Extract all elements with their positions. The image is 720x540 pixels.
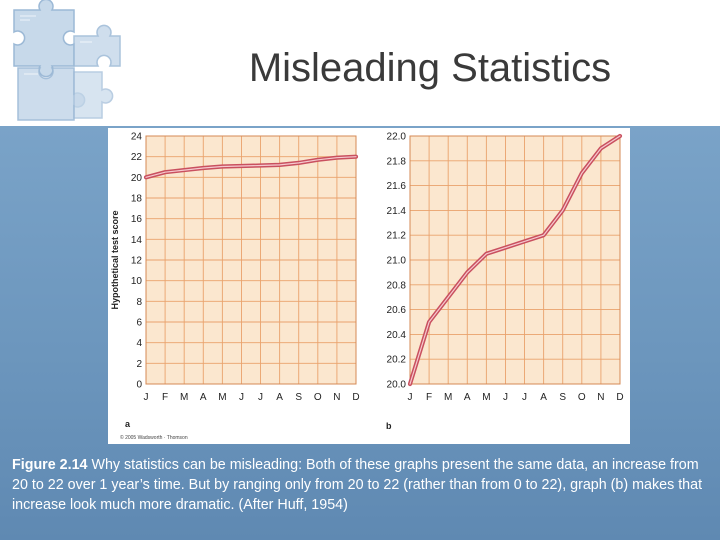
- plot-border: [409, 135, 621, 385]
- y-tick-label: 20.4: [387, 330, 407, 341]
- x-tick-label: F: [162, 392, 168, 403]
- y-tick-label: 8: [136, 297, 142, 308]
- panel-label-a: a: [125, 419, 131, 429]
- series-line-highlight: [409, 135, 621, 385]
- y-tick-label: 0: [136, 380, 142, 391]
- copyright-credit: © 2005 Wadsworth · Thomson: [120, 434, 188, 441]
- caption-label: Figure 2.14: [12, 457, 88, 473]
- x-tick-label: D: [616, 392, 623, 403]
- x-tick-label: J: [144, 392, 149, 403]
- x-tick-label: S: [559, 392, 566, 403]
- y-tick-label: 21.0: [387, 256, 407, 267]
- puzzle-pieces-icon: [13, 0, 121, 121]
- y-tick-label: 20.2: [387, 355, 407, 366]
- y-tick-label: 20.0: [387, 380, 407, 391]
- x-tick-label: A: [200, 392, 207, 403]
- y-tick-label: 21.2: [387, 231, 407, 242]
- y-tick-label: 18: [131, 194, 143, 205]
- y-tick-label: 14: [131, 235, 143, 246]
- y-tick-label: 21.6: [387, 181, 407, 192]
- y-tick-label: 4: [136, 338, 142, 349]
- x-tick-label: O: [314, 392, 322, 403]
- x-tick-label: J: [408, 392, 413, 403]
- y-tick-label: 20.8: [387, 280, 407, 291]
- x-tick-label: N: [597, 392, 604, 403]
- y-tick-label: 21.4: [387, 206, 407, 217]
- x-tick-label: J: [522, 392, 527, 403]
- caption-text: Why statistics can be misleading: Both o…: [12, 457, 703, 513]
- slide-title: Misleading Statistics: [248, 46, 612, 90]
- y-tick-label: 22: [131, 152, 143, 163]
- figure-caption: Figure 2.14 Why statistics can be mislea…: [12, 455, 712, 515]
- y-tick-label: 20.6: [387, 305, 407, 316]
- plot-border: [145, 135, 357, 385]
- x-tick-label: J: [258, 392, 263, 403]
- x-tick-label: S: [295, 392, 302, 403]
- x-tick-label: J: [503, 392, 508, 403]
- x-tick-label: M: [218, 392, 226, 403]
- series-line-highlight: [145, 156, 357, 178]
- x-tick-label: M: [180, 392, 188, 403]
- y-axis-label: Hypothetical test score: [110, 210, 120, 309]
- x-tick-label: A: [276, 392, 283, 403]
- y-tick-label: 10: [131, 276, 143, 287]
- y-tick-label: 20: [131, 173, 143, 184]
- x-tick-label: A: [540, 392, 547, 403]
- x-tick-label: N: [333, 392, 340, 403]
- x-tick-label: M: [482, 392, 490, 403]
- x-tick-label: M: [444, 392, 452, 403]
- y-tick-label: 21.8: [387, 156, 407, 167]
- y-tick-label: 24: [131, 132, 143, 143]
- chart-b: 20.0 20.2 20.4 20.6 20.8 21.0 21.2 21.4 21.6 21.8…: [387, 132, 624, 404]
- x-tick-label: A: [464, 392, 471, 403]
- x-tick-label: J: [239, 392, 244, 403]
- panel-label-b: b: [386, 421, 392, 431]
- y-tick-label: 2: [136, 359, 142, 370]
- y-tick-label: 12: [131, 256, 143, 267]
- y-tick-label: 16: [131, 214, 143, 225]
- x-tick-label: O: [578, 392, 586, 403]
- x-tick-label: D: [352, 392, 359, 403]
- x-tick-label: F: [426, 392, 432, 403]
- y-tick-label: 22.0: [387, 132, 407, 143]
- y-tick-label: 6: [136, 318, 142, 329]
